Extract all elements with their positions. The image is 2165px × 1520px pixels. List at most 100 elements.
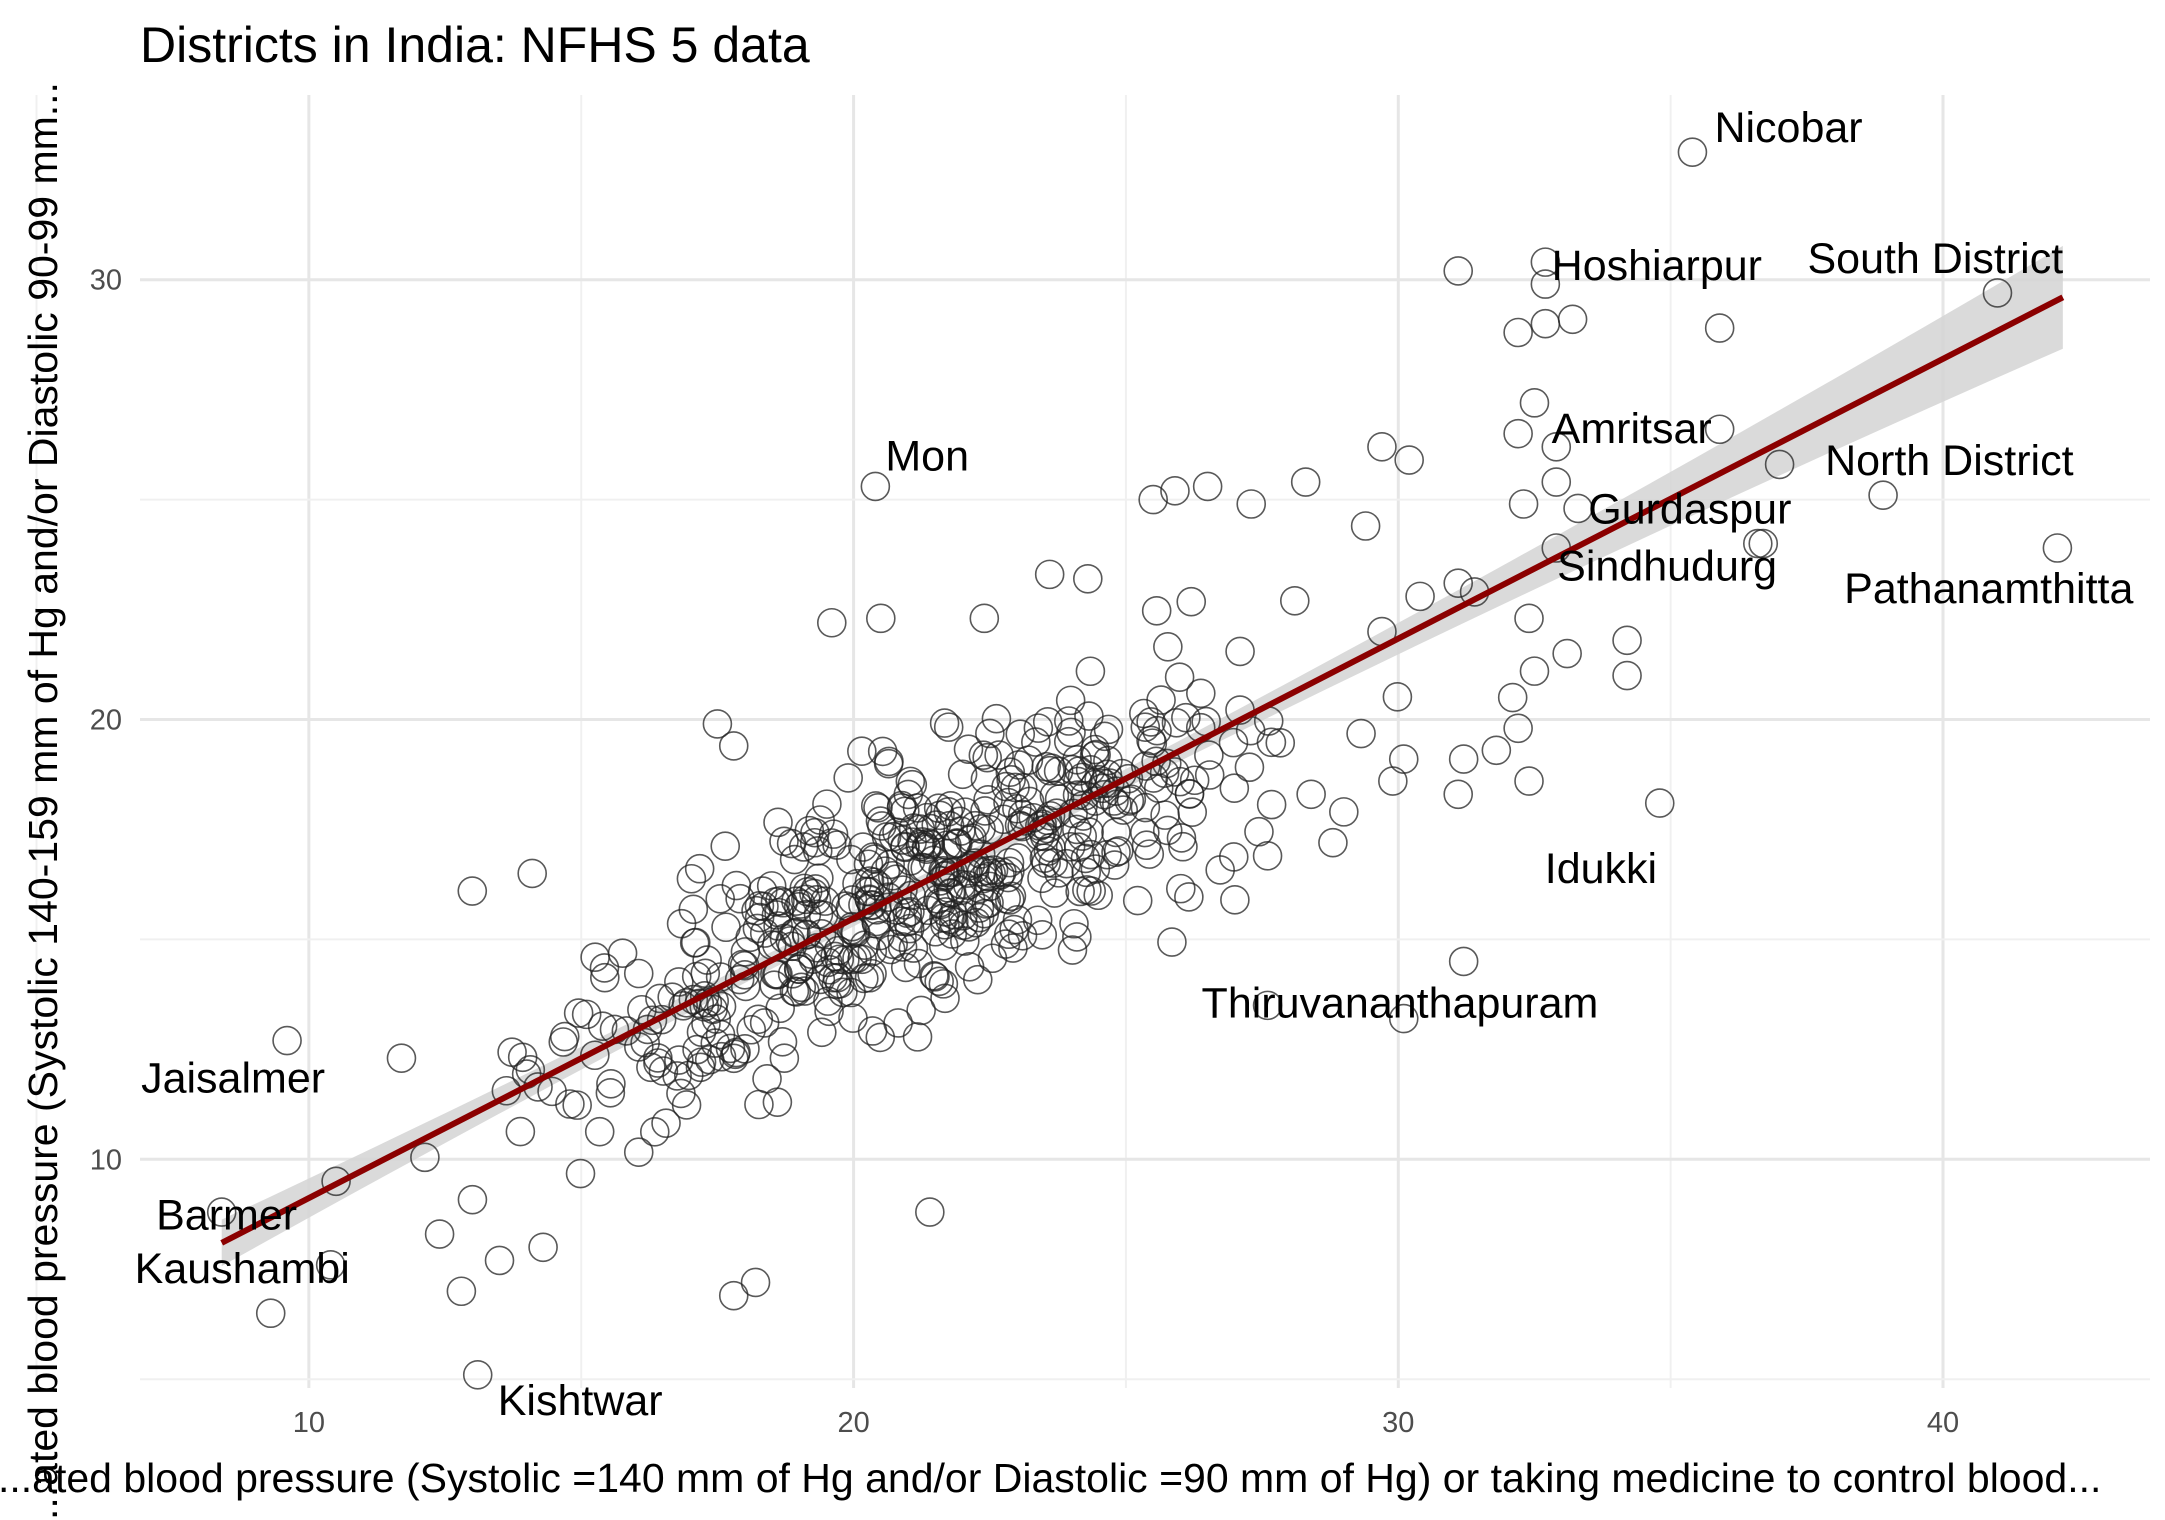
point-label: Thiruvananthapuram bbox=[1202, 979, 1599, 1027]
data-point bbox=[1497, 682, 1528, 713]
data-point bbox=[1035, 801, 1066, 831]
data-point bbox=[1166, 823, 1197, 853]
data-point bbox=[424, 1219, 455, 1249]
data-point bbox=[1153, 631, 1183, 662]
data-point bbox=[1159, 757, 1190, 787]
data-point bbox=[1704, 414, 1735, 445]
data-point bbox=[981, 703, 1012, 734]
y-tick-label: 10 bbox=[90, 1144, 122, 1176]
data-point bbox=[937, 919, 968, 949]
data-point bbox=[1514, 766, 1544, 796]
data-point bbox=[818, 819, 849, 849]
data-point bbox=[596, 1069, 626, 1099]
data-point bbox=[1982, 278, 2013, 308]
data-point bbox=[749, 918, 780, 948]
data-point bbox=[457, 876, 488, 906]
data-point bbox=[1161, 708, 1192, 738]
point-label: Mon bbox=[885, 432, 969, 480]
data-point bbox=[1443, 779, 1474, 810]
data-point bbox=[976, 858, 1006, 889]
data-point bbox=[1007, 772, 1038, 803]
trend-line-layer bbox=[220, 294, 2065, 1246]
data-point bbox=[914, 828, 945, 858]
tick-labels-layer: 10 20 30 40 10 20 30 bbox=[90, 265, 1959, 1439]
data-point bbox=[859, 844, 890, 874]
data-point bbox=[691, 1008, 721, 1039]
data-point bbox=[805, 964, 836, 995]
data-point bbox=[887, 932, 918, 962]
data-point bbox=[1256, 789, 1287, 820]
data-point bbox=[1064, 832, 1094, 863]
data-point bbox=[595, 1078, 626, 1108]
data-point bbox=[1073, 563, 1103, 594]
data-point bbox=[1563, 493, 1593, 524]
data-point bbox=[975, 718, 1005, 749]
data-point bbox=[1394, 445, 1424, 475]
data-point bbox=[973, 785, 1003, 815]
data-point bbox=[1388, 1003, 1419, 1034]
y-axis-title: ...ated blood pressure (Systolic 140-159… bbox=[20, 82, 66, 1520]
data-point bbox=[1481, 735, 1512, 766]
data-point bbox=[457, 1184, 488, 1215]
data-point bbox=[715, 1033, 746, 1064]
data-point bbox=[735, 922, 765, 953]
data-point bbox=[1443, 256, 1474, 286]
data-point bbox=[702, 709, 733, 739]
data-point bbox=[857, 1016, 888, 1046]
data-point bbox=[915, 1197, 945, 1227]
data-point bbox=[1541, 467, 1572, 497]
data-point bbox=[1552, 638, 1582, 669]
data-point bbox=[998, 933, 1028, 963]
data-point bbox=[837, 944, 868, 975]
data-point bbox=[1023, 713, 1054, 743]
data-point bbox=[968, 740, 999, 770]
data-point bbox=[990, 929, 1021, 959]
data-point bbox=[678, 984, 709, 1015]
data-point bbox=[664, 967, 694, 997]
data-point bbox=[1038, 848, 1069, 878]
data-point bbox=[740, 1267, 771, 1298]
data-point bbox=[1168, 831, 1198, 862]
data-point bbox=[1503, 418, 1533, 449]
data-point bbox=[902, 1022, 933, 1052]
data-point bbox=[1174, 882, 1204, 912]
data-point bbox=[1057, 935, 1088, 965]
data-point bbox=[1644, 788, 1675, 818]
y-tick-label: 30 bbox=[90, 265, 122, 297]
data-point bbox=[1130, 712, 1161, 742]
data-point bbox=[1503, 317, 1533, 348]
data-point bbox=[763, 807, 793, 838]
data-point bbox=[769, 1043, 800, 1073]
data-point bbox=[890, 831, 920, 862]
data-point bbox=[2042, 533, 2073, 563]
data-point bbox=[623, 958, 654, 989]
data-point bbox=[833, 763, 863, 793]
data-point bbox=[1116, 784, 1147, 815]
data-point bbox=[867, 736, 898, 767]
data-point bbox=[678, 894, 709, 925]
data-point bbox=[1219, 773, 1250, 804]
data-point bbox=[1101, 837, 1131, 868]
data-point bbox=[1102, 789, 1132, 820]
data-point bbox=[988, 804, 1019, 835]
data-point bbox=[563, 998, 594, 1028]
data-point bbox=[549, 1021, 580, 1052]
data-point bbox=[866, 603, 896, 634]
data-point bbox=[898, 813, 929, 843]
data-point bbox=[1378, 766, 1408, 796]
data-point bbox=[639, 1117, 670, 1147]
data-point bbox=[1136, 707, 1166, 737]
data-point bbox=[643, 1043, 673, 1073]
data-point bbox=[1405, 581, 1435, 612]
data-point bbox=[964, 873, 995, 904]
data-point bbox=[1318, 827, 1348, 858]
data-point bbox=[1072, 875, 1102, 905]
data-point bbox=[994, 847, 1025, 878]
data-point bbox=[1186, 678, 1216, 709]
data-point bbox=[764, 897, 794, 928]
point-label: Nicobar bbox=[1714, 104, 1862, 152]
data-point bbox=[1192, 471, 1223, 502]
point-label: South District bbox=[1807, 235, 2063, 283]
data-point bbox=[807, 1017, 837, 1048]
data-point bbox=[1296, 779, 1326, 810]
